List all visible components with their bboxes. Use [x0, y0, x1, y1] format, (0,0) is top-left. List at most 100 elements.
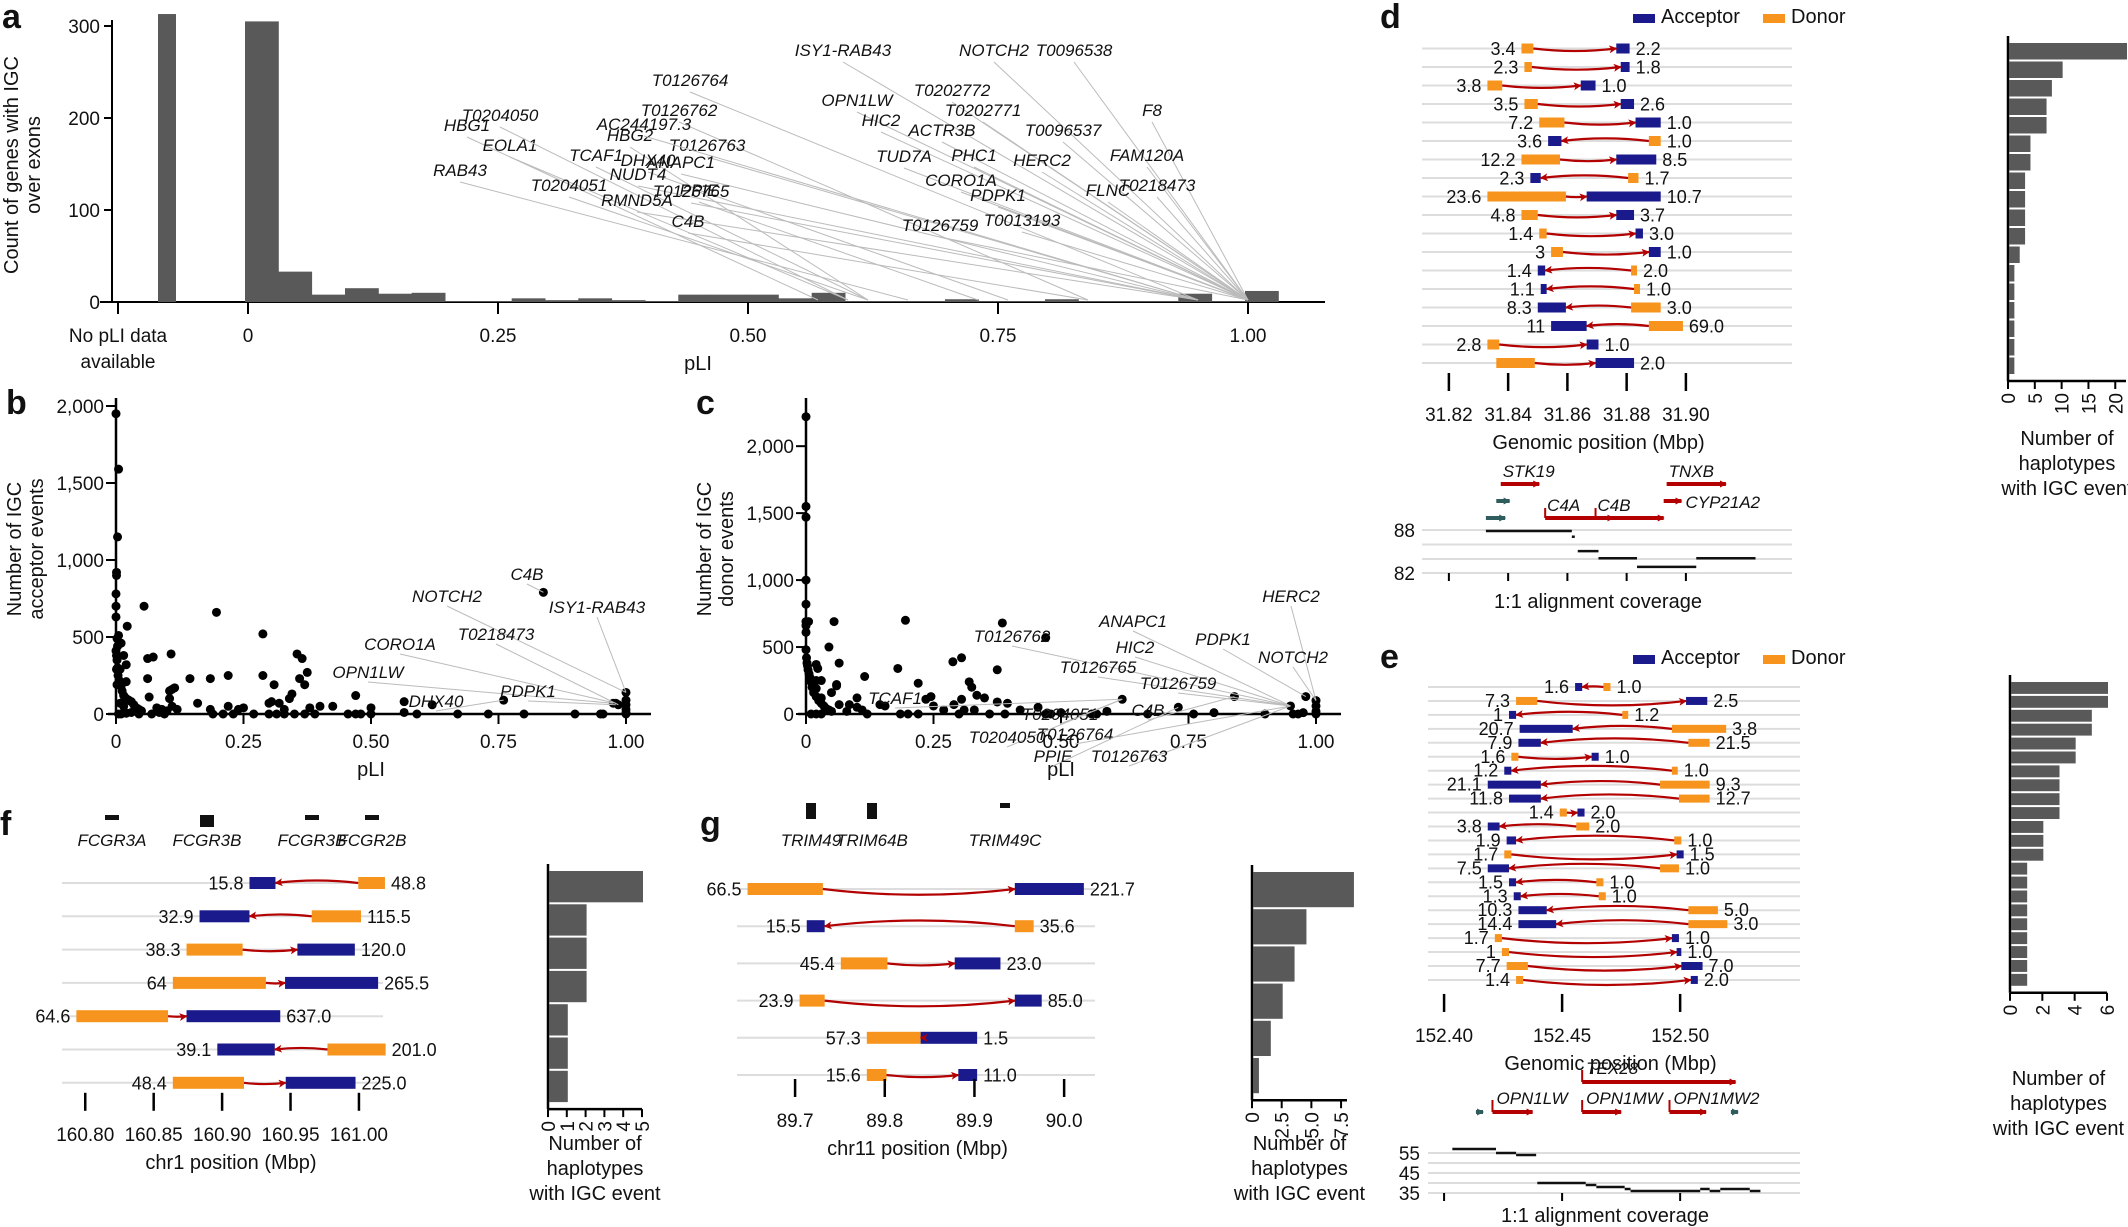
donor-segment [327, 1043, 386, 1056]
histogram-bar [878, 301, 913, 302]
leader-line [1073, 61, 1249, 301]
data-point [900, 615, 910, 625]
length-label: 10.7 [1667, 187, 1702, 207]
donor-segment [1524, 99, 1538, 109]
igc-event-row: 7.5 1.0 [1457, 858, 1710, 878]
igc-arrow [1510, 764, 1673, 774]
igc-arrow [1533, 45, 1618, 54]
x-tick-label: 31.82 [1425, 405, 1473, 426]
gene-annotation: T0202772 [914, 81, 991, 100]
histogram-bar [645, 301, 679, 302]
length-label: 2.0 [1643, 261, 1668, 281]
haplotype-x-tick-label: 6 [2098, 1005, 2119, 1016]
haplotype-x-tick-label: 10 [2053, 393, 2074, 414]
gene-annotation: AC244197.3 [596, 115, 692, 134]
data-point [144, 692, 154, 702]
x-tick-label-na: No pLI data [69, 326, 168, 347]
donor-segment [1496, 358, 1535, 368]
data-point [985, 709, 995, 719]
panel-b: b 0 500 1,000 1,500 2,000 0 0.25 0.50 0.75 1.00 pLI… [4, 384, 651, 781]
x-tick-label: 0 [801, 732, 812, 753]
igc-event-row: 1.3 1.0 [1483, 886, 1637, 906]
haplotype-bar [2009, 283, 2015, 300]
data-point [159, 709, 169, 719]
panel-e: e1.6 1.07.3 2.51 1.220.7 3.87.9 21.51.6 1.01.2… [1380, 638, 2125, 1227]
length-label: 85.0 [1048, 991, 1083, 1011]
igc-arrow [1545, 904, 1689, 914]
leader-line [1052, 706, 1179, 767]
haplotype-bar [2011, 709, 2092, 722]
gene-annotation: TCAF1 [569, 146, 623, 165]
length-label: 21.1 [1447, 775, 1482, 795]
donor-segment [1648, 136, 1661, 146]
length-label: 2.0 [1640, 354, 1665, 374]
data-point [1143, 709, 1153, 719]
data-point [1209, 708, 1219, 718]
haplotype-bar [2011, 918, 2028, 931]
x-tick-label: 90.0 [1046, 1111, 1083, 1132]
acceptor-segment [249, 877, 276, 889]
data-point [427, 700, 437, 710]
data-point [969, 705, 979, 715]
igc-event-row: 7.7 7.0 [1476, 956, 1734, 976]
data-point [1056, 708, 1066, 718]
leader-line [1146, 166, 1249, 301]
data-point [300, 680, 310, 690]
panel-label-b: b [6, 384, 27, 422]
histogram-bar [545, 300, 579, 302]
y-tick-label: 1,000 [746, 571, 794, 592]
donor-segment [172, 1076, 244, 1089]
leader-line [982, 121, 1249, 301]
haplotype-bar [2011, 765, 2060, 778]
leader-line [636, 211, 1199, 301]
length-label: 1.5 [1478, 872, 1503, 892]
donor-segment [1688, 920, 1728, 929]
igc-event-row: 15.6 11.0 [826, 1066, 1017, 1086]
acceptor-segment [1551, 321, 1587, 331]
legend-label-donor: Donor [1791, 6, 1846, 28]
x-tick-label: 31.90 [1662, 405, 1710, 426]
legend-label-acceptor: Acceptor [1661, 647, 1740, 669]
igc-arrow [887, 960, 956, 969]
gene-annotation: ISY1-RAB43 [549, 598, 646, 617]
histogram-bar [511, 298, 546, 302]
histogram-bar [911, 301, 946, 302]
igc-arrow [1498, 821, 1577, 830]
haplotype-x-tick-label: 5 [2026, 393, 2047, 404]
data-point [801, 599, 811, 609]
haplotype-axis-label: Number of [1253, 1133, 1347, 1155]
length-label: 1.0 [1687, 830, 1712, 850]
length-label: 3.5 [1493, 95, 1518, 115]
panel-f: f 15.8 48.8 32.9 115.5 38.3 120.0 64 265.5 64.6 63… [0, 805, 661, 1205]
legend-swatch-donor [1763, 655, 1785, 664]
gene-annotation: HBG2 [607, 126, 654, 145]
gene-annotation: ANAPC1 [646, 153, 715, 172]
panel-a: a 0 100 200 300 No pLI data available 0 0.25 0.50… [1, 0, 1325, 375]
histogram-bar [611, 300, 646, 302]
donor-segment [1678, 794, 1710, 803]
acceptor-segment [297, 943, 355, 956]
igc-arrow [1539, 793, 1680, 802]
x-tick-label: 1.00 [1230, 326, 1267, 347]
haplotype-bar [2011, 973, 2028, 986]
acceptor-segment [1487, 864, 1509, 873]
length-label: 7.3 [1485, 691, 1510, 711]
data-point [185, 674, 195, 684]
length-label: 23.0 [1006, 954, 1041, 974]
panel-label-f: f [0, 805, 12, 843]
leader-line [894, 698, 1123, 709]
data-point [880, 701, 890, 711]
data-point [412, 709, 422, 719]
gene-annotation: FLNC [1086, 181, 1131, 200]
leader-line [1128, 705, 1291, 767]
data-point [959, 705, 969, 715]
x-tick-label: 89.8 [866, 1111, 903, 1132]
coverage-y-tick: 55 [1399, 1144, 1420, 1165]
gene-annotation: T0204050 [462, 106, 539, 125]
x-axis-label: chr1 position (Mbp) [145, 1152, 316, 1174]
gene-annotation: DHX40 [409, 692, 464, 711]
gene-annotation: PHC1 [951, 146, 996, 165]
histogram-bar [1145, 301, 1179, 302]
